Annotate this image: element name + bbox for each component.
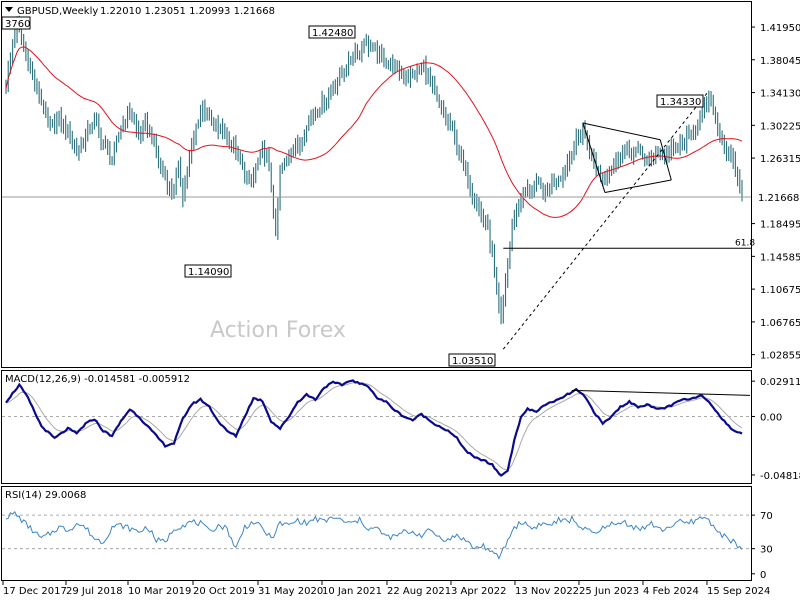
- current-price-tag: [752, 190, 800, 203]
- macd-tick-label: 0.029114: [760, 377, 800, 388]
- ohlc-values: 1.22010 1.23051 1.20993 1.21668: [100, 6, 275, 17]
- price-label-text: 1.14090: [188, 267, 229, 278]
- macd-tick-label: 0.00: [760, 412, 782, 423]
- moving-average-line: [5, 46, 743, 218]
- price-label-box: [308, 25, 356, 39]
- price-tick-label: 1.02855: [760, 351, 800, 362]
- price-label-text: 1.03510: [452, 356, 493, 367]
- dropdown-triangle-icon[interactable]: [5, 7, 13, 12]
- x-tick-label: 17 Dec 2017: [3, 586, 67, 597]
- price-tick-label: 1.30225: [760, 121, 800, 132]
- price-label-text: 1.42480: [312, 28, 353, 39]
- price-tick-label: 1.34130: [760, 89, 800, 100]
- price-tick-label: 1.14585: [760, 252, 800, 263]
- price-layer: 3760 1.42480 1.34330 1.14090 1.03510 1.21668 6…: [1, 15, 800, 367]
- x-tick-label: 22 Aug 2021: [387, 586, 451, 597]
- rsi-layer: [2, 510, 751, 560]
- x-tick-label: 4 Feb 2024: [643, 586, 699, 597]
- price-label-box: [1, 16, 31, 30]
- macd-panel-frame: [1, 370, 752, 484]
- price-tick-label: 1.18495: [760, 220, 800, 231]
- fib-61-8-label: 61.8: [735, 238, 755, 248]
- price-tick-label: 1.38045: [760, 56, 800, 67]
- x-tick-label: 20 Oct 2019: [193, 586, 255, 597]
- x-tick-label: 25 Jun 2023: [579, 586, 639, 597]
- price-label-text: 1.34330: [660, 97, 701, 108]
- macd-title: MACD(12,26,9) -0.014581 -0.005912: [5, 374, 190, 385]
- chart-header: GBPUSD,Weekly 1.22010 1.23051 1.20993 1.…: [5, 6, 275, 17]
- x-tick-label: 15 Sep 2024: [707, 586, 770, 597]
- price-tick-label: 1.06765: [760, 318, 800, 329]
- x-tick-label: 10 Jan 2021: [322, 586, 382, 597]
- axis-layer: 1.41950 1.38045 1.34130 1.30225 1.26315 1.184…: [2, 23, 800, 597]
- price-label-box: [184, 264, 232, 278]
- rsi-title: RSI(14) 29.0068: [5, 490, 86, 501]
- macd-signal-line: [5, 382, 743, 471]
- x-tick-label: 10 Mar 2019: [128, 586, 191, 597]
- symbol-label: GBPUSD,Weekly: [17, 6, 98, 17]
- x-tick-label: 29 Jul 2018: [66, 586, 123, 597]
- triangle-lower-line: [604, 179, 672, 194]
- price-label-text: 3760: [5, 19, 30, 30]
- price-panel-frame: [1, 1, 752, 368]
- price-label-box: [448, 353, 496, 367]
- triangle-upper-line: [582, 122, 661, 141]
- price-tick-label: 1.41950: [760, 23, 800, 34]
- rsi-line: [5, 510, 743, 560]
- x-tick-label: 31 May 2020: [258, 586, 323, 597]
- macd-layer: [2, 379, 751, 477]
- rsi-panel-frame: [1, 486, 752, 581]
- rsi-tick-label: 0: [760, 570, 766, 581]
- price-tick-label: 1.10675: [760, 285, 800, 296]
- macd-line: [5, 379, 743, 477]
- rsi-tick-label: 70: [760, 511, 773, 522]
- triangle-right-line: [659, 139, 672, 181]
- x-tick-label: 3 Apr 2022: [451, 586, 506, 597]
- macd-trendline: [571, 389, 751, 396]
- current-price-text: 1.21668: [758, 193, 799, 204]
- price-label-box: [656, 94, 704, 108]
- x-tick-label: 13 Nov 2022: [515, 586, 579, 597]
- watermark: Action Forex: [210, 318, 346, 343]
- price-tick-label: 1.26315: [760, 154, 800, 165]
- macd-tick-label: -0.048189: [760, 471, 800, 482]
- dashed-trendline: [502, 90, 710, 350]
- rsi-tick-label: 30: [760, 545, 773, 556]
- triangle-left-line: [582, 122, 606, 193]
